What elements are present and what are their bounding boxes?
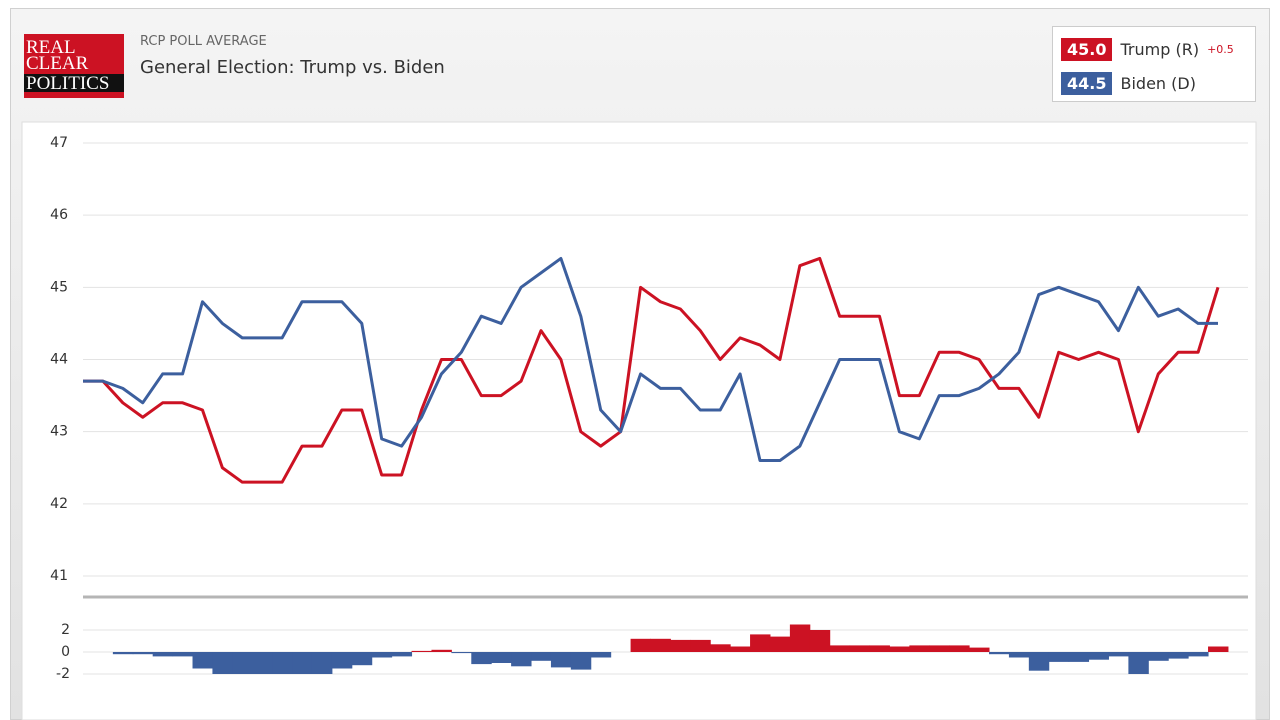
legend-value: 44.5 xyxy=(1061,71,1113,95)
y-tick-label: 44 xyxy=(50,352,68,368)
spread-bar xyxy=(929,645,950,652)
spread-bar xyxy=(511,652,532,667)
spread-bar xyxy=(1048,652,1070,662)
spread-bar xyxy=(710,644,731,652)
spread-bar xyxy=(730,646,751,652)
spread-bar xyxy=(949,645,970,652)
legend: 45.0 Trump (R) +0.5 44.5 Biden (D) xyxy=(1052,26,1256,102)
spread-bar xyxy=(292,652,313,674)
y-tick-label: 43 xyxy=(50,424,68,440)
spread-bar xyxy=(750,634,771,652)
spread-bar xyxy=(431,649,452,652)
spread-bar xyxy=(1028,652,1050,671)
logo-line: CLEAR xyxy=(26,53,89,74)
spread-bar xyxy=(331,652,353,669)
legend-label: Trump (R) xyxy=(1120,39,1200,59)
spread-bar xyxy=(849,645,871,652)
spread-bar xyxy=(909,645,930,652)
legend-value: 45.0 xyxy=(1061,37,1113,61)
spread-bar xyxy=(252,652,273,674)
spread-bar xyxy=(1008,652,1030,658)
spread-bar xyxy=(989,652,1010,655)
spread-bar xyxy=(371,652,393,658)
spread-bar xyxy=(1208,646,1229,652)
logo: REAL CLEAR POLITICS xyxy=(24,34,124,98)
y-tick-label: 0 xyxy=(61,644,70,660)
spread-bar xyxy=(789,624,811,652)
y-tick-label: 47 xyxy=(50,135,68,151)
spread-bar xyxy=(630,638,651,652)
legend-change: +0.5 xyxy=(1207,42,1234,56)
spread-bar xyxy=(1168,652,1189,659)
spread-bar xyxy=(670,639,691,652)
series-line xyxy=(83,256,1218,463)
spread-bar xyxy=(391,652,413,657)
spread-bar xyxy=(451,652,472,654)
spread-bar xyxy=(351,652,373,666)
chart-title: General Election: Trump vs. Biden xyxy=(140,57,445,78)
spread-bar xyxy=(272,652,293,674)
y-tick-label: 2 xyxy=(61,622,70,638)
logo-line: REAL xyxy=(26,37,76,58)
spread-bar xyxy=(1188,652,1209,657)
spread-bar xyxy=(471,652,492,665)
spread-bar xyxy=(1128,652,1149,674)
spread-bar xyxy=(969,647,990,652)
spread-bar xyxy=(590,652,612,658)
kicker: RCP POLL AVERAGE xyxy=(140,34,267,49)
spread-bar xyxy=(491,652,512,663)
spread-bar xyxy=(769,636,791,652)
spread-bar xyxy=(311,652,333,674)
spread-bar xyxy=(112,652,134,655)
series-line xyxy=(83,256,1220,484)
spread-bar xyxy=(232,652,253,674)
logo-line: POLITICS xyxy=(24,74,124,93)
spread-bar xyxy=(1148,652,1169,661)
spread-bar xyxy=(152,652,174,657)
legend-entry: 44.5 Biden (D) xyxy=(1061,70,1196,96)
spread-bar xyxy=(531,652,552,661)
spread-bar xyxy=(829,645,851,652)
spread-bar xyxy=(889,646,910,652)
y-tick-label: 45 xyxy=(50,279,68,295)
y-tick-label: 46 xyxy=(50,207,68,223)
spread-bar xyxy=(132,652,154,655)
spread-bar xyxy=(172,652,194,657)
spread-bar xyxy=(570,652,592,670)
y-tick-label: -2 xyxy=(56,666,70,682)
spread-bar xyxy=(809,630,831,652)
spread-bar xyxy=(212,652,233,674)
legend-label: Biden (D) xyxy=(1120,73,1196,93)
spread-bar xyxy=(690,639,711,652)
spread-bar xyxy=(411,650,432,652)
spread-bar xyxy=(869,645,890,652)
spread-bar xyxy=(650,638,671,652)
plot-background xyxy=(21,121,1257,720)
spread-bar xyxy=(192,652,213,669)
y-tick-label: 42 xyxy=(50,496,68,512)
spread-bar xyxy=(1068,652,1090,662)
spread-bar xyxy=(550,652,572,668)
legend-entry: 45.0 Trump (R) +0.5 xyxy=(1061,36,1234,62)
spread-bar xyxy=(1088,652,1109,660)
y-tick-label: 41 xyxy=(50,568,68,584)
spread-bar xyxy=(1108,652,1129,657)
